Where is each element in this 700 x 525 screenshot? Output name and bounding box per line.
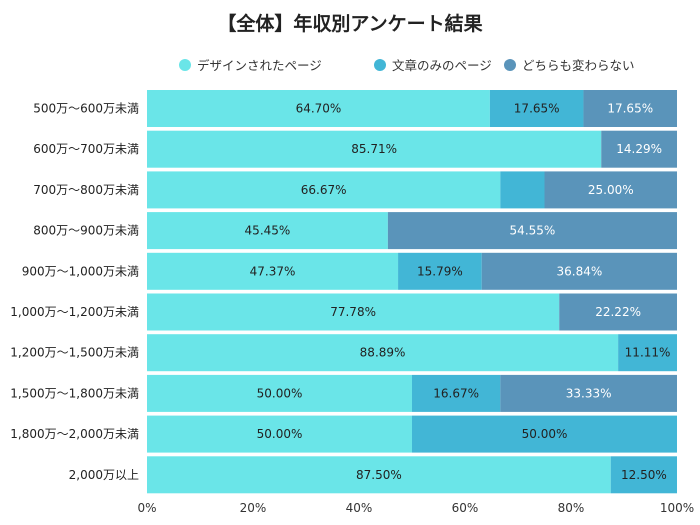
bar-segment [147,293,560,331]
bar-segment [559,293,677,331]
data-label: 50.00% [257,427,303,441]
bar-segment [147,252,399,290]
data-label: 50.00% [257,386,303,400]
data-label: 22.22% [595,305,641,319]
category-label: 1,000万～1,200万未満 [10,305,139,319]
category-label: 700万～800万未満 [33,183,139,197]
bar-segment [398,252,482,290]
category-label: 2,000万以上 [69,468,139,482]
data-label: 33.33% [566,386,612,400]
bar-segment [147,415,412,453]
legend-marker [504,59,516,71]
x-axis: 0% 20% 40% 60% 80% 100% [137,501,694,515]
bar-segment [147,130,602,168]
x-tick-label: 60% [452,501,479,515]
bar-segment [481,252,677,290]
category-label: 1,200万～1,500万未満 [10,346,139,360]
x-tick-label: 80% [558,501,585,515]
data-label: 77.78% [330,305,376,319]
bar-segment [500,374,677,412]
legend-label: 文章のみのページ [392,58,492,73]
bar-segment [618,334,677,372]
bar-segment [147,171,501,209]
bar-segment [412,374,501,412]
data-label: 11.11% [625,346,671,360]
category-label: 1,800万～2,000万未満 [10,427,139,441]
bar-segment [387,212,677,250]
category-label: 600万～700万未満 [33,142,139,156]
legend-label: どちらも変わらない [522,58,635,73]
bar-segment [610,456,677,494]
data-label: 54.55% [510,224,556,238]
legend-marker [179,59,191,71]
data-label: 17.65% [607,102,653,116]
data-label: 88.89% [360,346,406,360]
bar-segment [147,212,388,250]
bar-segment [489,90,584,127]
category-label: 1,500万～1,800万未満 [10,386,139,400]
data-label: 16.67% [433,386,479,400]
legend: デザインされたページ 文章のみのページ どちらも変わらない [179,58,635,73]
data-label: 47.37% [250,264,296,278]
data-label: 66.67% [301,183,347,197]
bar-segment [500,171,545,209]
bar-segment [147,456,611,494]
data-label: 14.29% [616,142,662,156]
bar-segment [147,90,490,127]
legend-marker [374,59,386,71]
data-label: 87.50% [356,468,402,482]
data-label: 85.71% [351,142,397,156]
bars: 500万～600万未満 64.70% 17.65% 17.65% 600万～700万未満… [10,90,677,494]
data-label: 15.79% [417,264,463,278]
data-label: 17.65% [514,102,560,116]
data-label: 36.84% [556,264,602,278]
bar-segment [147,374,412,412]
x-tick-label: 100% [660,501,694,515]
x-tick-label: 20% [240,501,267,515]
category-label: 500万～600万未満 [33,102,139,116]
data-label: 45.45% [245,224,291,238]
data-label: 25.00% [588,183,634,197]
category-label: 900万～1,000万未満 [22,264,139,278]
data-label: 12.50% [621,468,667,482]
x-tick-label: 0% [137,501,156,515]
bar-segment [412,415,677,453]
x-tick-label: 40% [346,501,373,515]
bar-segment [147,334,619,372]
category-label: 800万～900万未満 [33,224,139,238]
bar-segment [601,130,677,168]
data-label: 64.70% [296,102,342,116]
data-label: 50.00% [522,427,568,441]
chart-title: 【全体】年収別アンケート結果 [217,12,482,35]
legend-label: デザインされたページ [197,58,322,73]
bar-segment [583,90,677,127]
bar-segment [544,171,677,209]
